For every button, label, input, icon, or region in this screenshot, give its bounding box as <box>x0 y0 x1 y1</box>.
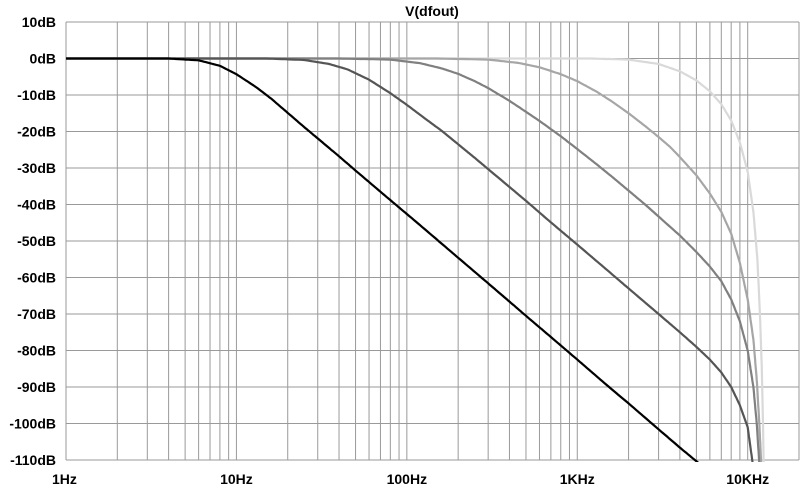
y-tick-label: 10dB <box>22 14 56 30</box>
y-tick-label: -50dB <box>17 233 56 249</box>
series-line <box>66 57 765 462</box>
y-tick-label: -10dB <box>17 87 56 103</box>
series-line <box>66 57 754 462</box>
x-axis-ticks: 1Hz 10Hz 100Hz 1KHz 10KHz <box>52 471 769 487</box>
y-tick-label: -70dB <box>17 306 56 322</box>
x-tick-label: 1KHz <box>560 471 595 487</box>
y-axis-ticks: 10dB 0dB -10dB -20dB -30dB -40dB -50dB -60dB -70… <box>9 14 56 468</box>
x-tick-label: 10KHz <box>726 471 769 487</box>
y-tick-label: -30dB <box>17 160 56 176</box>
x-tick-label: 100Hz <box>387 471 427 487</box>
grid <box>65 21 800 461</box>
series-line <box>66 57 700 462</box>
y-tick-label: -80dB <box>17 343 56 359</box>
y-tick-label: -60dB <box>17 270 56 286</box>
y-tick-label: -100dB <box>9 416 56 432</box>
series-line <box>66 57 763 462</box>
y-tick-label: -110dB <box>10 452 56 468</box>
chart-title: V(dfout) <box>405 3 459 19</box>
y-tick-label: 0dB <box>30 51 56 67</box>
series-group <box>66 57 765 462</box>
y-tick-label: -20dB <box>17 124 56 140</box>
x-tick-label: 10Hz <box>220 471 253 487</box>
x-tick-label: 1Hz <box>52 471 77 487</box>
series-line <box>66 57 761 462</box>
y-tick-label: -90dB <box>17 379 56 395</box>
y-tick-label: -40dB <box>17 197 56 213</box>
